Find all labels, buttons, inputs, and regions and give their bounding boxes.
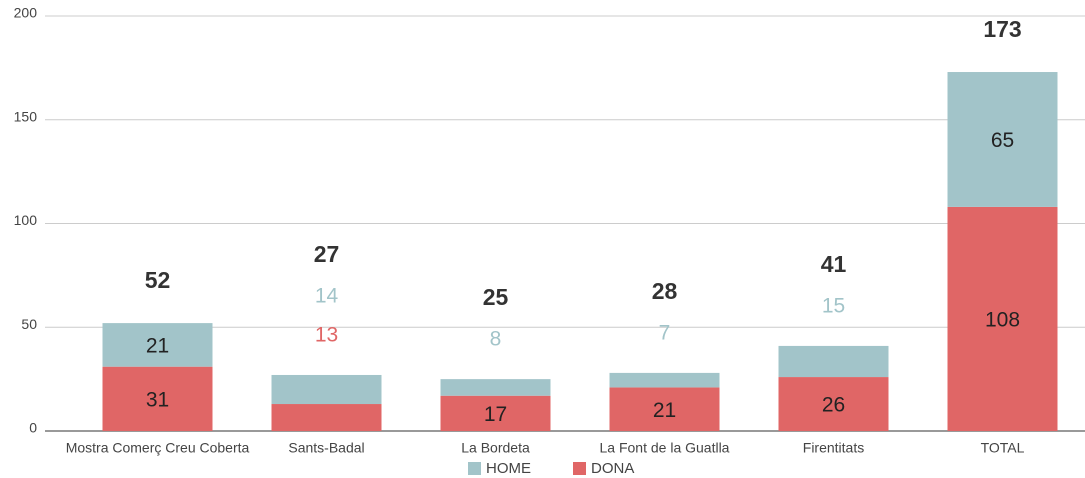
y-tick-label: 150: [14, 108, 38, 124]
bar-segment: [102, 323, 213, 367]
data-label: 65: [991, 129, 1014, 152]
data-label: 7: [659, 321, 671, 344]
y-tick-label: 100: [14, 212, 38, 228]
x-tick-label: La Font de la Guatlla: [600, 440, 730, 456]
data-label: 17: [484, 403, 507, 426]
bar-segment: [609, 372, 720, 388]
bar-segment: [947, 72, 1058, 207]
bar-segment: [440, 395, 551, 431]
bar-segment: [440, 379, 551, 396]
data-label: 21: [653, 399, 676, 422]
y-tick-label: 0: [29, 420, 37, 436]
x-tick-label: La Bordeta: [461, 440, 530, 456]
y-tick-label: 200: [14, 5, 38, 21]
data-label: 26: [822, 394, 845, 417]
bar-segment: [609, 387, 720, 431]
data-label: 8: [490, 328, 502, 351]
bar-segment: [778, 345, 889, 378]
bar-segment: [271, 374, 382, 405]
y-tick-label: 50: [21, 316, 37, 332]
data-label: 14: [315, 285, 339, 308]
total-label: 41: [821, 251, 847, 277]
data-label: 13: [315, 324, 338, 347]
total-label: 25: [483, 284, 509, 310]
legend-label: DONA: [591, 460, 634, 477]
total-label: 52: [145, 267, 171, 293]
data-label: 31: [146, 388, 169, 411]
bar-segment: [778, 377, 889, 431]
legend-swatch: [573, 462, 586, 475]
total-label: 28: [652, 278, 678, 304]
legend-swatch: [468, 462, 481, 475]
legend-label: HOME: [486, 460, 531, 477]
data-label: 108: [985, 308, 1020, 331]
data-label: 15: [822, 294, 845, 317]
total-label: 27: [314, 241, 340, 267]
bar-segment: [947, 206, 1058, 431]
x-tick-label: Sants-Badal: [288, 440, 364, 456]
total-label: 173: [983, 16, 1021, 42]
x-tick-label: TOTAL: [981, 440, 1025, 456]
data-label: 21: [146, 334, 169, 357]
bar-segment: [271, 404, 382, 431]
x-tick-label: Mostra Comerç Creu Coberta: [66, 440, 250, 456]
bar-segment: [102, 366, 213, 431]
x-tick-label: Firentitats: [803, 440, 864, 456]
